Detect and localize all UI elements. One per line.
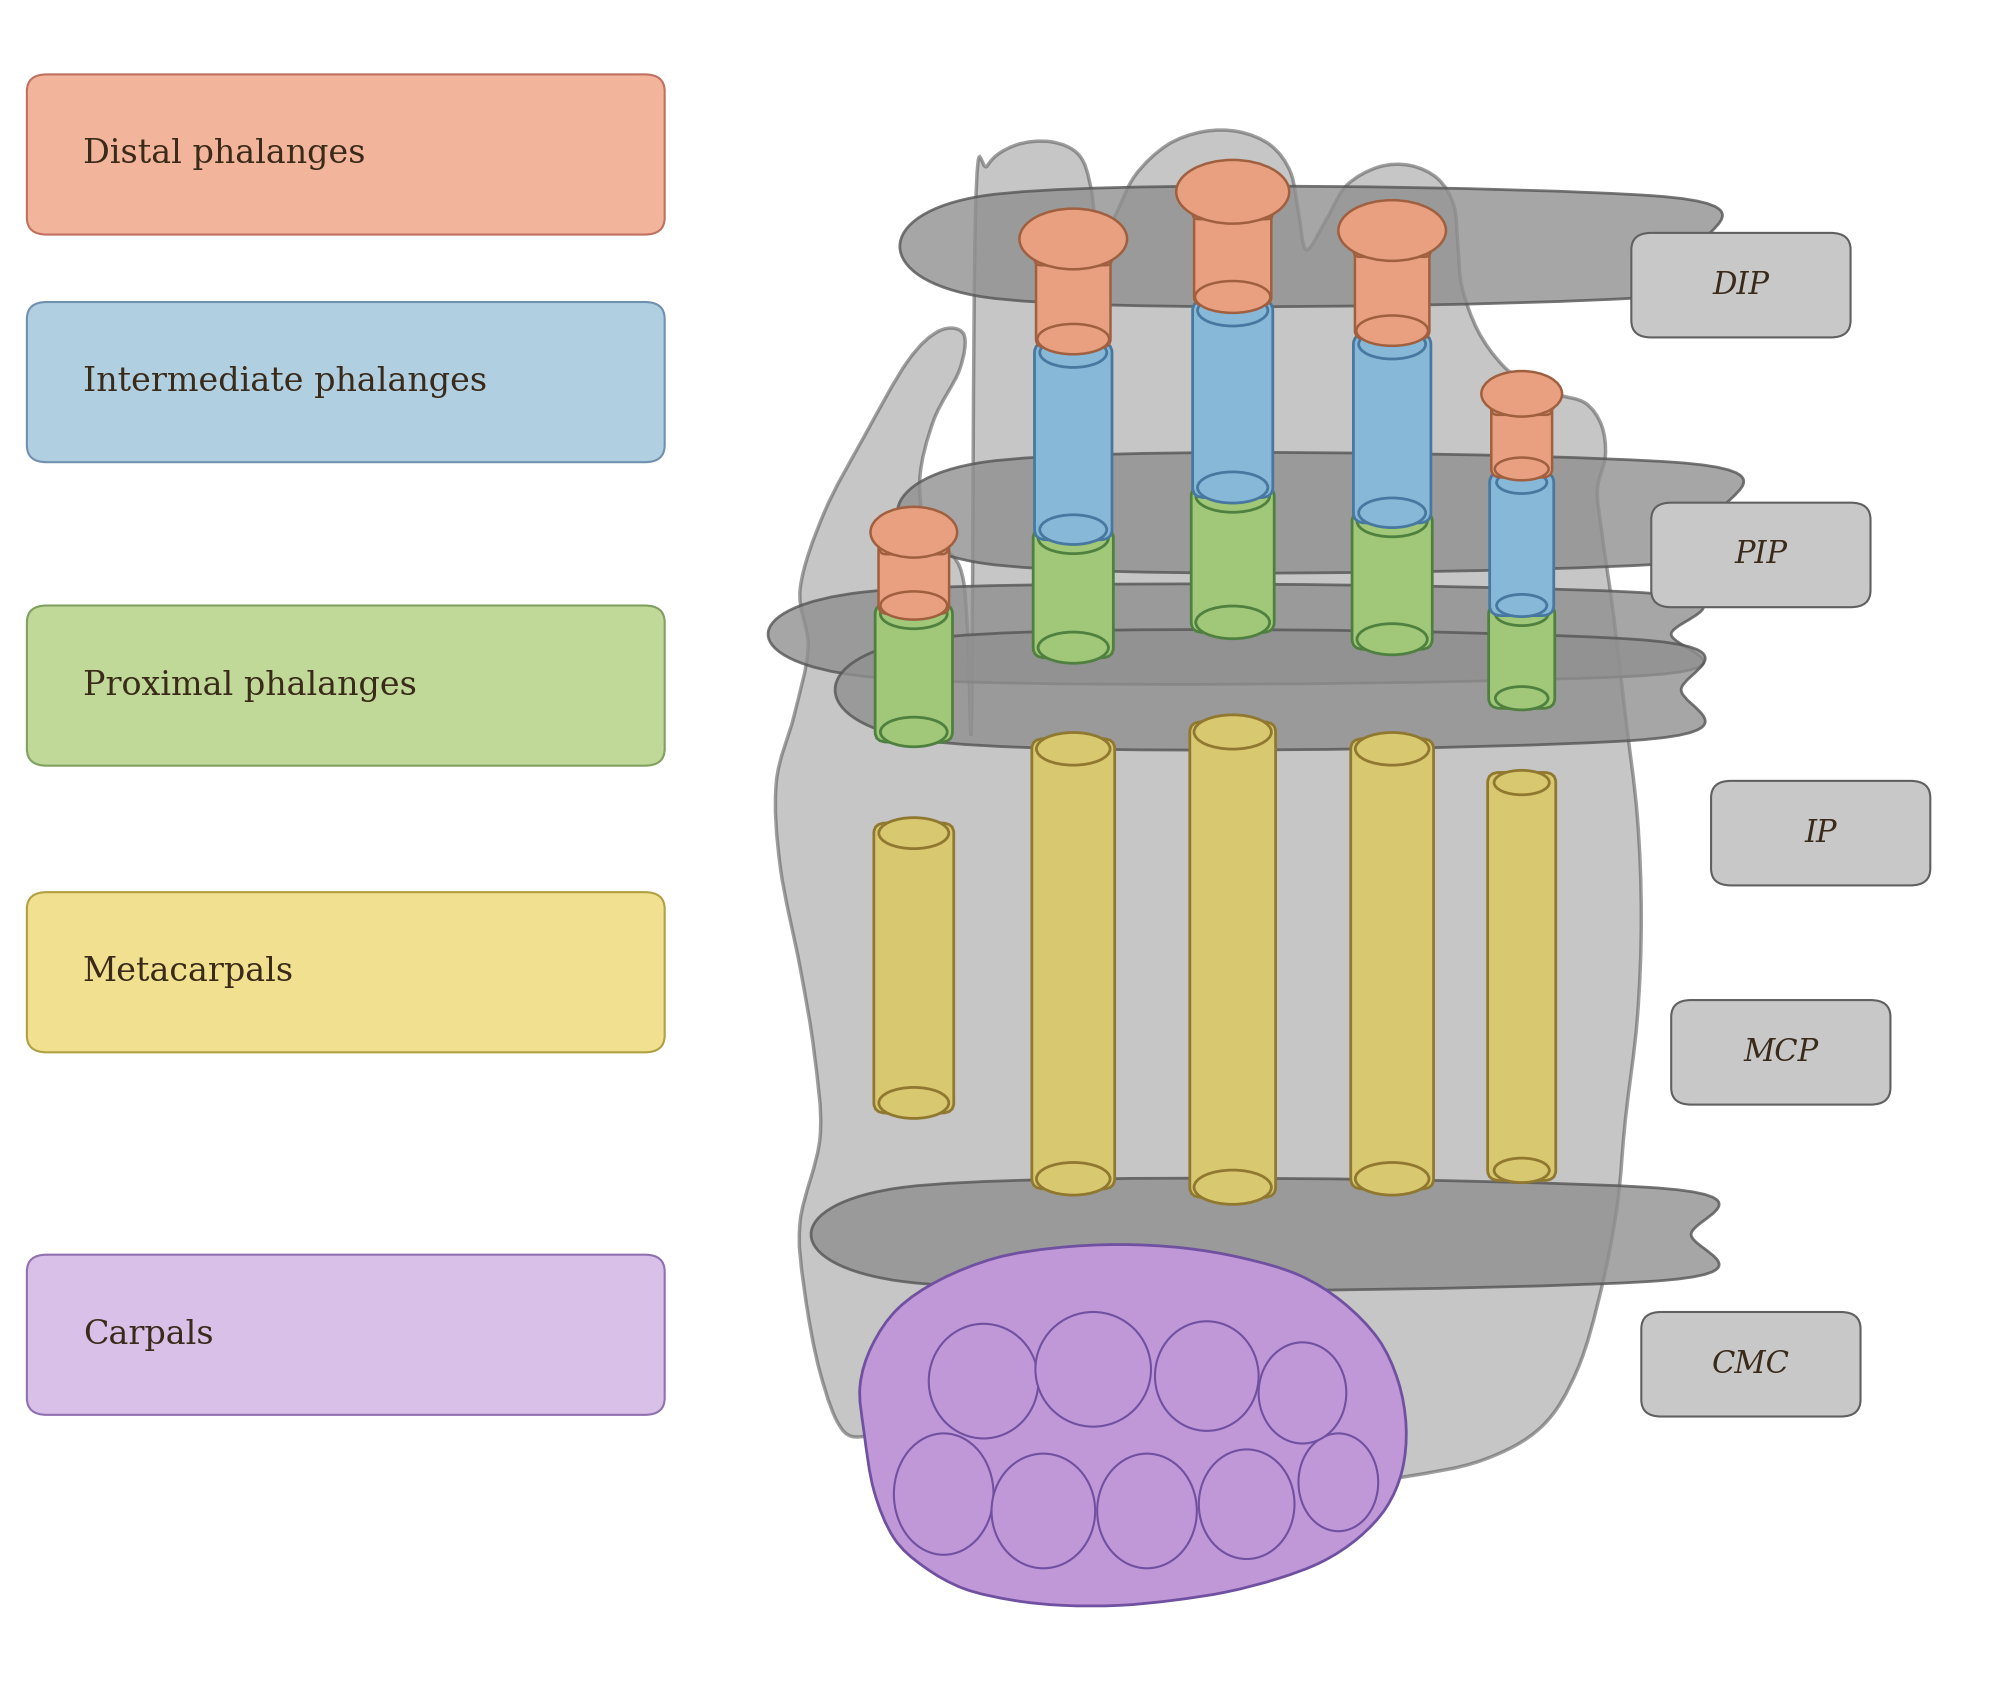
Ellipse shape — [1495, 602, 1547, 626]
Text: PIP: PIP — [1734, 539, 1788, 571]
FancyBboxPatch shape — [1489, 604, 1555, 709]
Ellipse shape — [879, 818, 949, 848]
Ellipse shape — [881, 598, 947, 629]
Ellipse shape — [1493, 770, 1549, 796]
FancyBboxPatch shape — [1652, 503, 1871, 607]
Text: IP: IP — [1804, 818, 1836, 848]
FancyBboxPatch shape — [1032, 740, 1114, 1188]
Ellipse shape — [1154, 1321, 1258, 1431]
Ellipse shape — [1038, 522, 1108, 554]
FancyBboxPatch shape — [1489, 473, 1553, 615]
Ellipse shape — [1299, 1433, 1379, 1532]
FancyBboxPatch shape — [1353, 333, 1431, 524]
Ellipse shape — [1495, 457, 1549, 481]
FancyBboxPatch shape — [875, 604, 953, 743]
FancyBboxPatch shape — [879, 541, 949, 614]
Ellipse shape — [1357, 316, 1429, 345]
Ellipse shape — [1038, 325, 1110, 354]
FancyBboxPatch shape — [1192, 177, 1272, 219]
FancyBboxPatch shape — [1034, 529, 1114, 658]
FancyBboxPatch shape — [26, 605, 664, 765]
Text: Intermediate phalanges: Intermediate phalanges — [82, 366, 488, 398]
Text: Distal phalanges: Distal phalanges — [82, 138, 365, 170]
FancyBboxPatch shape — [1487, 772, 1555, 1180]
FancyBboxPatch shape — [1491, 382, 1551, 415]
FancyBboxPatch shape — [1034, 342, 1112, 541]
FancyBboxPatch shape — [1351, 740, 1433, 1188]
Ellipse shape — [1497, 595, 1547, 617]
Ellipse shape — [991, 1454, 1096, 1569]
Ellipse shape — [1020, 209, 1128, 269]
Ellipse shape — [1339, 201, 1445, 260]
Ellipse shape — [893, 1433, 993, 1556]
FancyBboxPatch shape — [1642, 1312, 1860, 1416]
Text: DIP: DIP — [1712, 270, 1770, 301]
Ellipse shape — [1481, 371, 1561, 416]
Ellipse shape — [1038, 632, 1108, 663]
FancyBboxPatch shape — [26, 892, 664, 1052]
Ellipse shape — [1040, 515, 1106, 544]
Ellipse shape — [1176, 160, 1288, 224]
FancyBboxPatch shape — [873, 823, 953, 1114]
FancyBboxPatch shape — [1036, 224, 1112, 265]
PathPatch shape — [899, 185, 1722, 306]
FancyBboxPatch shape — [1672, 1000, 1891, 1105]
Ellipse shape — [1497, 471, 1547, 493]
Ellipse shape — [1198, 1450, 1295, 1559]
PathPatch shape — [835, 629, 1706, 750]
FancyBboxPatch shape — [1632, 233, 1850, 337]
FancyBboxPatch shape — [1194, 206, 1270, 306]
Ellipse shape — [1036, 733, 1110, 765]
FancyBboxPatch shape — [1190, 722, 1276, 1197]
Ellipse shape — [1359, 330, 1425, 359]
PathPatch shape — [775, 129, 1642, 1494]
FancyBboxPatch shape — [1712, 780, 1931, 886]
Ellipse shape — [1198, 473, 1268, 503]
FancyBboxPatch shape — [879, 522, 947, 554]
Ellipse shape — [1098, 1454, 1196, 1569]
FancyBboxPatch shape — [1355, 243, 1429, 338]
Ellipse shape — [1493, 1158, 1549, 1183]
Text: MCP: MCP — [1744, 1037, 1818, 1068]
FancyBboxPatch shape — [26, 1255, 664, 1414]
Ellipse shape — [1194, 280, 1270, 313]
PathPatch shape — [811, 1178, 1720, 1290]
Ellipse shape — [1194, 714, 1270, 750]
Ellipse shape — [1258, 1343, 1347, 1443]
FancyBboxPatch shape — [26, 75, 664, 235]
PathPatch shape — [859, 1244, 1407, 1606]
FancyBboxPatch shape — [26, 303, 664, 462]
Ellipse shape — [881, 717, 947, 746]
Ellipse shape — [1194, 1170, 1270, 1204]
Text: Proximal phalanges: Proximal phalanges — [82, 670, 417, 702]
Ellipse shape — [1357, 624, 1427, 654]
Text: CMC: CMC — [1712, 1348, 1790, 1380]
FancyBboxPatch shape — [1353, 512, 1433, 649]
Ellipse shape — [1359, 498, 1425, 527]
FancyBboxPatch shape — [1192, 301, 1272, 498]
Text: Carpals: Carpals — [82, 1319, 213, 1352]
FancyBboxPatch shape — [1355, 216, 1431, 257]
Ellipse shape — [1198, 294, 1268, 326]
Ellipse shape — [1357, 505, 1427, 537]
Text: Metacarpals: Metacarpals — [82, 955, 293, 988]
Ellipse shape — [881, 592, 947, 619]
Ellipse shape — [1495, 687, 1547, 711]
Ellipse shape — [1040, 338, 1106, 367]
PathPatch shape — [769, 583, 1704, 685]
Ellipse shape — [1036, 1163, 1110, 1195]
Ellipse shape — [1355, 733, 1429, 765]
FancyBboxPatch shape — [1491, 401, 1551, 478]
Ellipse shape — [1196, 605, 1270, 639]
Ellipse shape — [1196, 479, 1270, 512]
PathPatch shape — [897, 452, 1744, 573]
Ellipse shape — [1355, 1163, 1429, 1195]
Ellipse shape — [879, 1088, 949, 1119]
FancyBboxPatch shape — [1192, 486, 1274, 632]
FancyBboxPatch shape — [1036, 252, 1110, 347]
Ellipse shape — [871, 507, 957, 558]
Ellipse shape — [929, 1324, 1038, 1438]
Ellipse shape — [1036, 1312, 1150, 1426]
